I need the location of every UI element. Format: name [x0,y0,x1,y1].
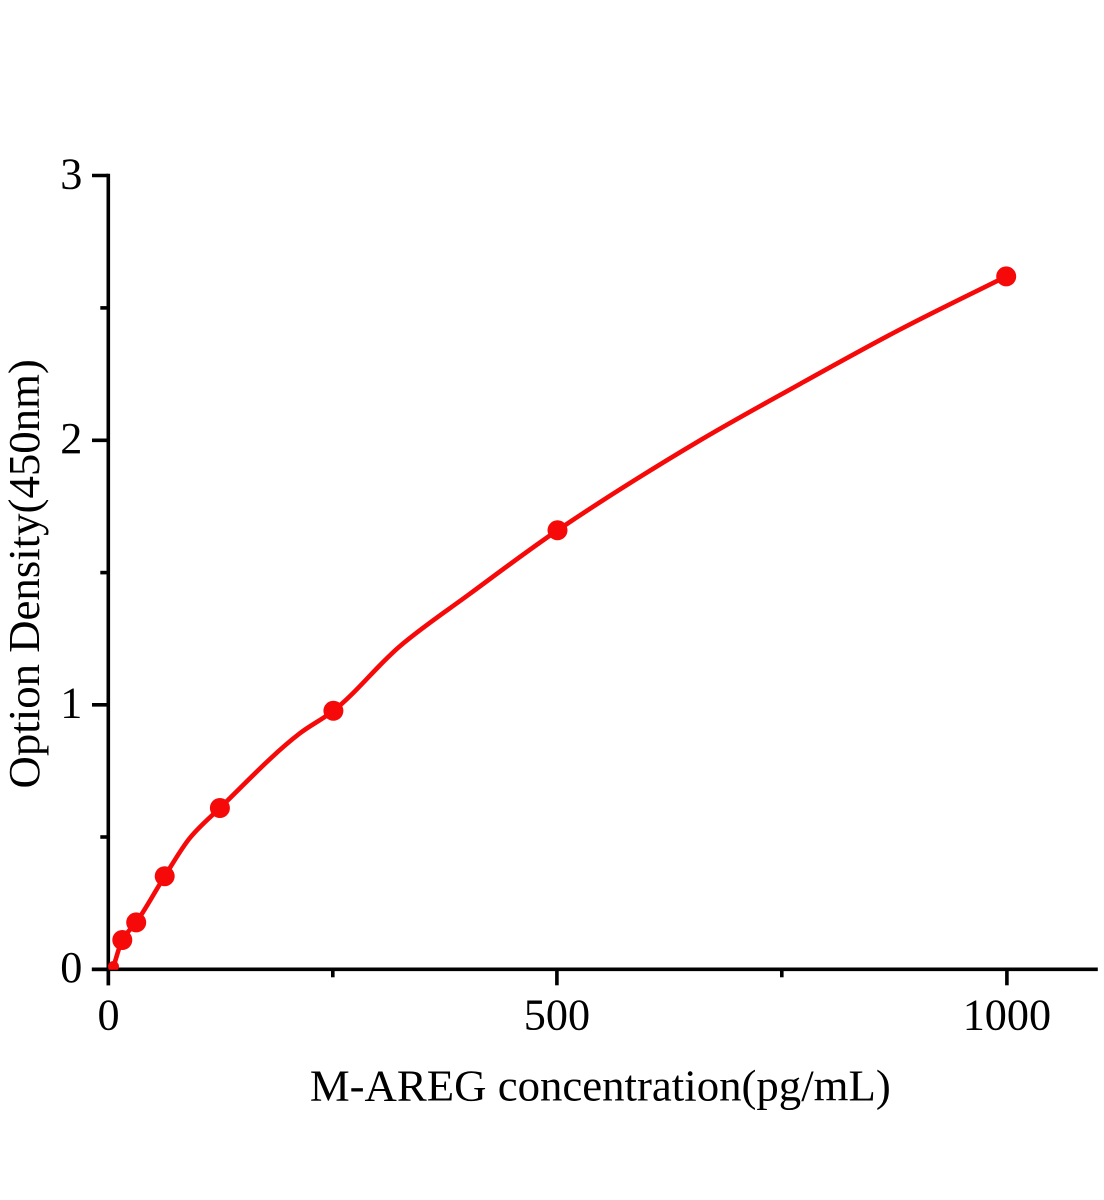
svg-text:1: 1 [60,679,82,728]
svg-text:1000: 1000 [963,990,1051,1039]
svg-text:2: 2 [60,414,82,463]
svg-text:0: 0 [98,990,120,1039]
svg-text:M-AREG concentration(pg/mL): M-AREG concentration(pg/mL) [310,1061,891,1111]
svg-text:Option Density(450nm): Option Density(450nm) [0,359,49,788]
svg-text:500: 500 [524,990,590,1039]
svg-text:3: 3 [60,149,82,198]
svg-text:0: 0 [60,943,82,992]
